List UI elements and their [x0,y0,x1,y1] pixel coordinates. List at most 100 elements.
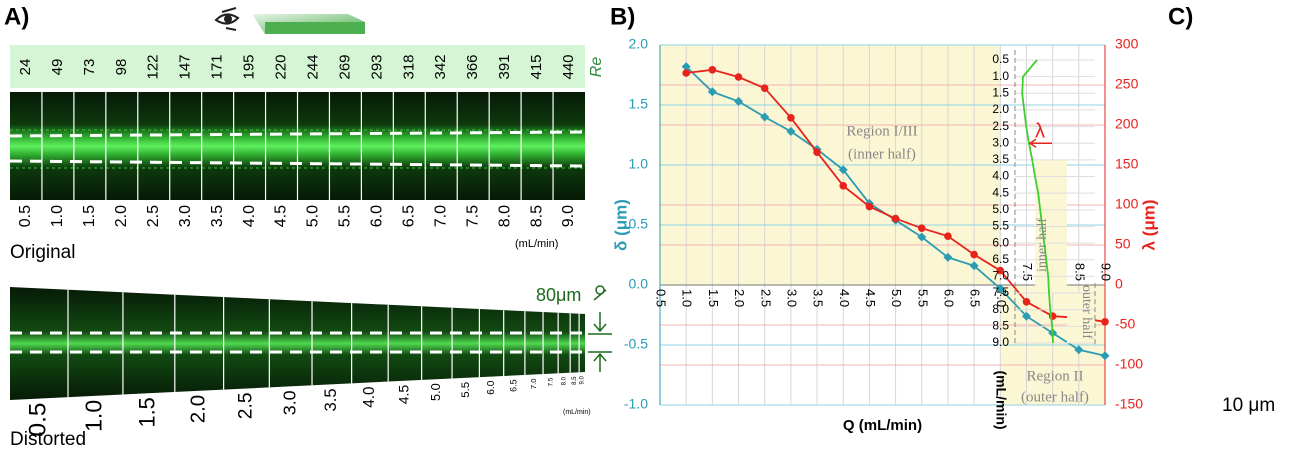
flow-label: 3.0 [177,205,194,227]
point [734,73,743,81]
x-tick-label: 3.0 [784,289,799,307]
point [786,126,796,136]
y-tick-label: 1.5 [629,96,649,112]
flow-label: 8.5 [572,376,578,385]
point [996,266,1005,275]
y-tick-label: 4.0 [992,169,1009,183]
re-value: 440 [560,54,577,79]
y2-tick-label: -150 [1115,396,1143,412]
flow-label: 7.5 [547,377,554,386]
flow-label: 5.0 [305,205,322,227]
region-annotation: (outer half) [1021,389,1089,405]
flow-label: 9.0 [560,205,577,227]
re-value: 24 [17,59,34,76]
y-tick-label: 9.0 [992,335,1009,349]
panel-b: B) -1.0 -0.5 0.0 0.5 1.0 1.5 2.0 -150 -100 -50 0 50 1… [610,3,1158,434]
re-value: 73 [81,59,98,76]
region-outer [1067,293,1095,344]
re-value: 269 [336,54,353,79]
re-value: 220 [272,54,289,79]
point [813,148,821,156]
point [787,114,795,122]
point [707,87,717,97]
flow-label: 5.5 [460,382,472,398]
x-tick-label: 0.5 [654,289,669,307]
flow-label: 3.5 [321,388,340,411]
panel-c: C) 0.5 1.0 1.5 2.0 2.5 3.0 3.5 4.0 4.5 5.0 5.5 6.0 6.… [992,3,1275,429]
re-value: 195 [241,54,258,79]
scale-label: 10 μm [1222,395,1275,416]
point [839,182,848,190]
flow-label: 4.0 [361,386,378,407]
y2-tick-label: -100 [1115,356,1143,372]
y-tick-label: 0.0 [629,276,649,292]
x-tick-label: 4.5 [863,289,878,307]
flow-label: 7.5 [464,205,481,227]
flow-label: 3.5 [209,205,226,227]
flow-label: 0.5 [24,403,51,437]
point [760,112,770,122]
re-label: Re [588,57,605,78]
y2-axis-title: λ (μm) [1139,199,1158,250]
unit-label: (mL/min) [515,238,558,250]
x-tick-label: 6.0 [942,289,957,307]
point [760,84,769,92]
point [917,224,926,232]
y-tick-label: 5.5 [992,219,1009,233]
region-annotation: Region I/III [846,123,917,139]
y-tick-label: 1.0 [992,69,1009,83]
re-value: 415 [528,54,545,79]
lambda-label: λ [1035,120,1045,142]
flow-label: 4.5 [396,385,412,405]
y-tick-label: 5.0 [992,202,1009,216]
re-value: 293 [368,54,385,79]
point [1074,345,1084,355]
flow-label: 4.0 [241,205,258,227]
point [734,96,744,106]
re-value: 122 [145,54,162,79]
profile-line [1021,59,1054,344]
re-value: 366 [464,54,481,79]
scale-icon [593,285,607,301]
point [865,202,874,211]
distorted-label: Distorted [10,429,86,450]
flow-label: 7.0 [529,378,538,389]
y-axis-title: (mL/min) [993,370,1009,429]
point [969,261,979,271]
y2-tick-label: 300 [1115,36,1139,52]
scale-label: 80μm [536,285,581,305]
re-value: 391 [496,54,513,79]
y-tick-label: 6.0 [992,235,1009,249]
region-annotation: inner half [1035,218,1050,272]
unit-label: (mL/min) [563,409,591,416]
y-tick-label: 0.5 [992,52,1009,66]
flow-label: 5.5 [337,205,354,227]
region-annotation: (inner half) [848,146,916,162]
y2-tick-label: 250 [1115,76,1139,92]
x-tick-label: 8.5 [1072,263,1087,281]
flow-label: 1.5 [81,205,98,227]
panel-label: B) [610,3,635,30]
x-tick-label: 1.0 [680,289,695,307]
panel-label: C) [1168,3,1193,30]
y-tick-label: 2.0 [629,36,649,52]
flow-label: 2.5 [145,205,162,227]
point [681,62,691,72]
x-tick-label: 2.0 [732,289,747,307]
channel-icon-face [265,22,365,34]
x-tick-label: 5.0 [889,289,904,307]
flow-label: 1.0 [81,400,107,432]
re-value: 98 [113,59,130,76]
point [1101,318,1109,326]
point [891,214,900,223]
point [917,232,927,242]
x-tick-label: 9.0 [1099,263,1114,281]
re-value: 318 [400,54,417,79]
point [944,232,952,240]
re-value: 49 [49,59,66,76]
flow-label: 8.0 [496,205,513,227]
re-value: 244 [304,54,321,79]
point [995,284,1005,294]
y-tick-label: 4.5 [992,185,1009,199]
